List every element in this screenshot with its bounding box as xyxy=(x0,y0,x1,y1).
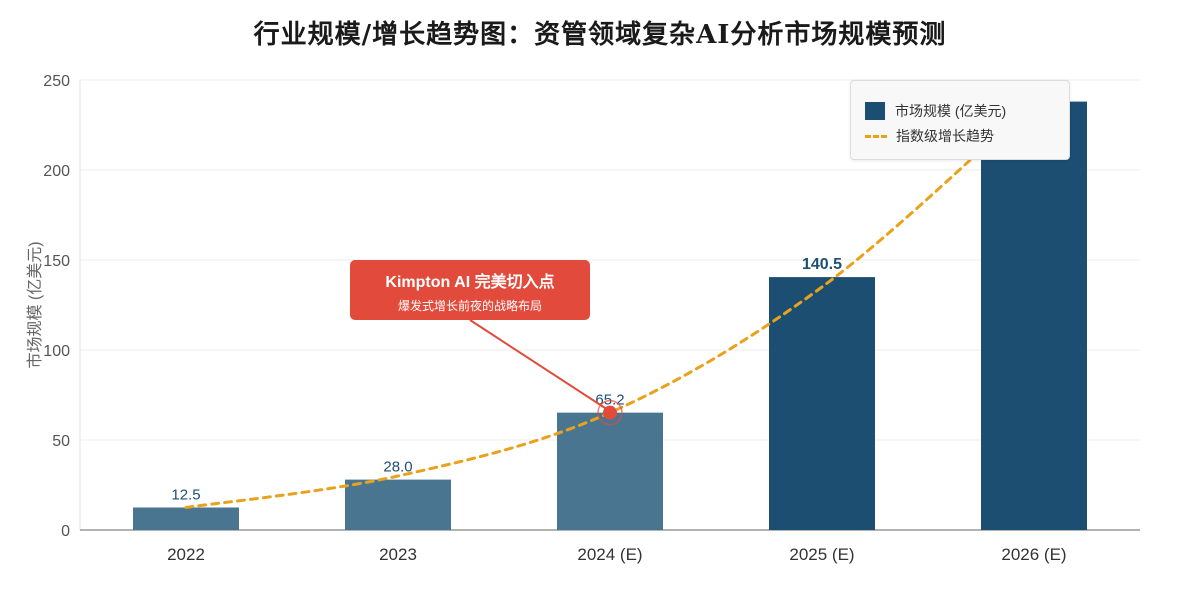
legend: 市场规模 (亿美元) 指数级增长趋势 xyxy=(850,80,1070,160)
x-tick-label: 2026 (E) xyxy=(1001,545,1066,564)
legend-swatch-line xyxy=(865,134,887,138)
bar-4 xyxy=(981,101,1087,530)
y-axis-label: 市场规模 (亿美元) xyxy=(26,241,44,368)
legend-label-bars: 市场规模 (亿美元) xyxy=(895,103,1007,119)
annotation-marker xyxy=(603,405,617,420)
annotation-ring xyxy=(597,399,623,426)
y-tick-label: 50 xyxy=(52,433,70,450)
bar-1 xyxy=(345,479,451,530)
bar-2 xyxy=(557,412,663,530)
grid-lines xyxy=(80,79,1140,441)
y-tick-label: 200 xyxy=(43,163,70,180)
legend-item-bars: 市场规模 (亿美元) xyxy=(865,101,1006,121)
trend-line-layer xyxy=(184,100,1036,509)
data-label-3: 140.5 xyxy=(802,256,842,273)
data-label-1: 28.0 xyxy=(383,459,412,476)
annotation-connector xyxy=(469,319,607,410)
annotation-callout: Kimpton AI 完美切入点 爆发式增长前夜的战略布局 xyxy=(350,260,590,320)
bar-3 xyxy=(769,277,875,530)
x-tick-label: 2023 xyxy=(379,545,417,564)
annotation-title: Kimpton AI 完美切入点 xyxy=(385,274,555,291)
legend-label-trend: 指数级增长趋势 xyxy=(896,128,994,144)
x-tick-label: 2024 (E) xyxy=(577,545,642,564)
y-tick-label: 150 xyxy=(43,253,70,270)
legend-swatch-bar xyxy=(865,102,885,120)
y-tick-label: 100 xyxy=(43,343,70,360)
y-tick-label: 0 xyxy=(61,523,70,540)
bars xyxy=(133,101,1087,530)
chart-title: 行业规模/增长趋势图：资管领域复杂AI分析市场规模预测 xyxy=(253,20,947,50)
bar-0 xyxy=(133,507,239,530)
annotation-subtitle: 爆发式增长前夜的战略布局 xyxy=(397,299,542,313)
annotation-layer xyxy=(469,319,623,426)
data-label-0: 12.5 xyxy=(171,487,200,504)
legend-item-trend: 指数级增长趋势 xyxy=(865,126,994,146)
x-tick-label: 2025 (E) xyxy=(789,545,854,564)
x-tick-label: 2022 xyxy=(167,545,205,564)
trend-line xyxy=(184,100,1036,509)
y-tick-label: 250 xyxy=(43,73,70,90)
